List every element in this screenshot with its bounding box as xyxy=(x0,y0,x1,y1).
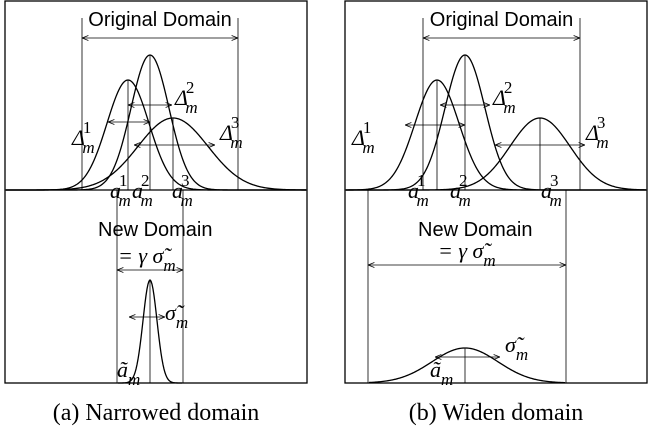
gaussian-curve xyxy=(346,117,647,191)
label-sup: 3 xyxy=(550,171,559,190)
label-sub: m xyxy=(516,345,528,364)
a-label: a3 m xyxy=(541,171,562,210)
label-sub: m xyxy=(503,98,515,117)
gaussian-curve xyxy=(6,79,306,191)
label-base: Δ xyxy=(71,125,85,150)
label-sub: m xyxy=(362,138,374,157)
width-label: = γ σ̃m xyxy=(118,243,176,275)
label-sup: 2 xyxy=(186,78,195,97)
label-base: Δ xyxy=(219,120,233,145)
center-label: ãm xyxy=(430,357,453,389)
a-label: a2 m xyxy=(132,171,153,210)
original-domain-title: Original Domain xyxy=(430,9,573,31)
label-base: a xyxy=(541,178,552,203)
sigma-label: σ̃m xyxy=(505,332,528,364)
label-sub: m xyxy=(163,256,175,275)
caption: (a) Narrowed domain xyxy=(53,400,260,426)
delta-label: Δ1 m xyxy=(71,118,95,157)
label-base: Δ xyxy=(585,120,599,145)
delta-label: Δ1 m xyxy=(351,118,375,157)
panel-frame xyxy=(4,0,308,384)
label-sup: 3 xyxy=(231,113,240,132)
label-sup: 2 xyxy=(459,171,468,190)
label-sub: m xyxy=(230,133,242,152)
gaussian-curve xyxy=(368,347,566,384)
label-sup: 1 xyxy=(83,118,92,137)
label-sub: m xyxy=(550,191,562,210)
panel-frame xyxy=(344,0,648,384)
delta-label: Δ2 m xyxy=(492,78,516,117)
label-sup: 1 xyxy=(417,171,426,190)
label-sub: m xyxy=(185,98,197,117)
center-label: ãm xyxy=(117,357,140,389)
sigma-label: σ̃m xyxy=(165,300,188,332)
label-sup: 3 xyxy=(597,113,606,132)
new-domain-title: New Domain xyxy=(418,219,532,241)
delta-label: Δ3 m xyxy=(585,113,609,152)
label-sub: m xyxy=(119,191,131,210)
a-label: a3 m xyxy=(172,171,193,210)
label-base: a xyxy=(132,178,143,203)
label-sup: 2 xyxy=(504,78,513,97)
label-sub: m xyxy=(459,191,471,210)
label-sub: m xyxy=(441,370,453,389)
label-sup: 3 xyxy=(181,171,190,190)
a-label: a1 m xyxy=(110,171,131,210)
label-sub: m xyxy=(417,191,429,210)
label-sup: 1 xyxy=(119,171,128,190)
label-base: a xyxy=(450,178,461,203)
label-sub: m xyxy=(82,138,94,157)
label-sub: m xyxy=(176,313,188,332)
label-base: Δ xyxy=(174,85,188,110)
label-sub: m xyxy=(596,133,608,152)
label-sup: 2 xyxy=(141,171,150,190)
gaussian-curve xyxy=(6,117,307,191)
a-label: a2 m xyxy=(450,171,471,210)
label-base: a xyxy=(408,178,419,203)
caption: (b) Widen domain xyxy=(409,400,584,426)
label-prefix: = γ xyxy=(118,243,153,268)
label-base: a xyxy=(110,178,121,203)
label-base: Δ xyxy=(351,125,365,150)
label-sub: m xyxy=(181,191,193,210)
new-domain-title: New Domain xyxy=(98,219,212,241)
label-base: ã xyxy=(430,357,441,382)
gaussian-curve xyxy=(6,54,306,191)
delta-label: Δ3 m xyxy=(219,113,243,152)
a-label: a1 m xyxy=(408,171,429,210)
label-prefix: = γ xyxy=(438,238,473,263)
label-base: ã xyxy=(117,357,128,382)
label-base: Δ xyxy=(492,85,506,110)
label-sub: m xyxy=(141,191,153,210)
label-sub: m xyxy=(128,370,140,389)
label-base: a xyxy=(172,178,183,203)
delta-label: Δ2 m xyxy=(174,78,198,117)
original-domain-title: Original Domain xyxy=(88,9,231,31)
label-sup: 1 xyxy=(363,118,372,137)
label-sub: m xyxy=(483,251,495,270)
